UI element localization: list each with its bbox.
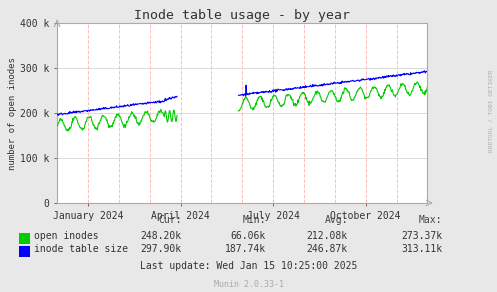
- Text: inode table size: inode table size: [34, 244, 128, 254]
- Text: RRDTOOL / TOBI OETIKER: RRDTOOL / TOBI OETIKER: [489, 70, 494, 152]
- Text: Last update: Wed Jan 15 10:25:00 2025: Last update: Wed Jan 15 10:25:00 2025: [140, 261, 357, 271]
- Text: 248.20k: 248.20k: [140, 231, 181, 241]
- Text: 246.87k: 246.87k: [307, 244, 348, 254]
- Y-axis label: number of open inodes: number of open inodes: [8, 57, 17, 170]
- Text: Munin 2.0.33-1: Munin 2.0.33-1: [214, 280, 283, 289]
- Text: Cur:: Cur:: [158, 215, 181, 225]
- Text: Min:: Min:: [243, 215, 266, 225]
- Text: 66.06k: 66.06k: [231, 231, 266, 241]
- Text: 297.90k: 297.90k: [140, 244, 181, 254]
- Text: 187.74k: 187.74k: [225, 244, 266, 254]
- Text: 273.37k: 273.37k: [401, 231, 442, 241]
- Text: Max:: Max:: [419, 215, 442, 225]
- Text: open inodes: open inodes: [34, 231, 98, 241]
- Title: Inode table usage - by year: Inode table usage - by year: [134, 9, 350, 22]
- Text: Avg:: Avg:: [325, 215, 348, 225]
- Text: 313.11k: 313.11k: [401, 244, 442, 254]
- Text: 212.08k: 212.08k: [307, 231, 348, 241]
